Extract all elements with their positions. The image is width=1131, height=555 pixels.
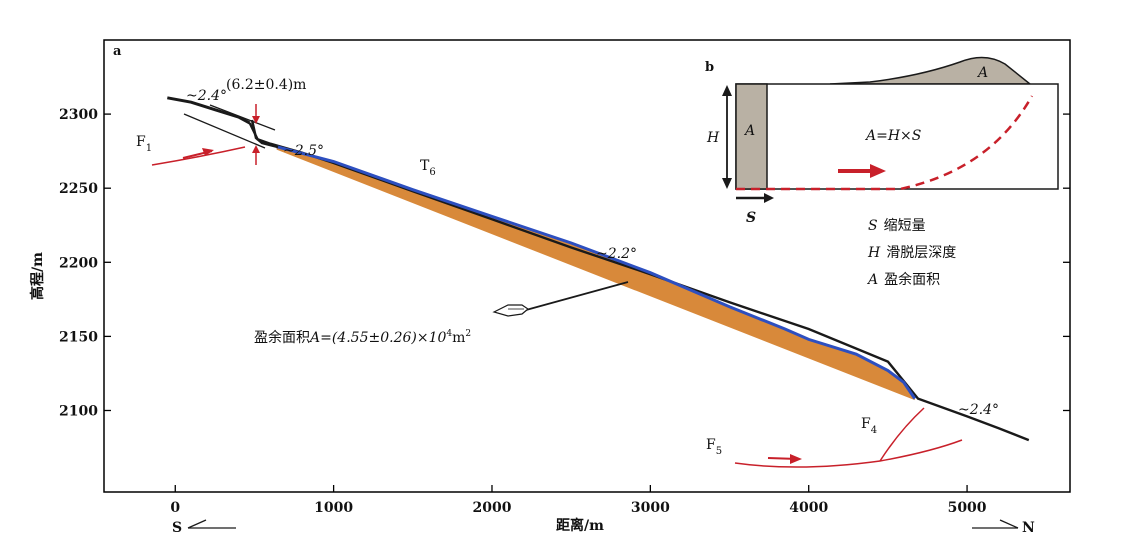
inset-depth-arrowhead-top — [722, 85, 732, 96]
y-tick-label: 2200 — [59, 255, 98, 271]
legend-item: A 盈余面积 — [866, 271, 940, 288]
x-tick-label: 2000 — [472, 500, 511, 516]
y-ticks: 2100 2150 2200 2250 2300 — [59, 107, 1070, 419]
x-tick-label: 0 — [170, 500, 180, 516]
y-tick-label: 2250 — [59, 181, 98, 197]
inset-diagram: A A H S A=H×S S 缩短量 H 滑脱层深度 A 盈余面积 — [706, 56, 1059, 288]
modern-profile-line — [276, 145, 917, 400]
fault-f5-arrowhead — [790, 454, 802, 464]
excess-area-fill — [276, 146, 915, 401]
legend-item: S 缩短量 — [868, 218, 926, 234]
inset-decollement-trace — [736, 95, 1034, 191]
fault-f1-trace — [151, 146, 246, 166]
excess-area-annotation: 盈余面积A=(4.55±0.26)×104m2 — [254, 329, 471, 346]
upper-terrace-line — [167, 96, 251, 125]
arrow-right-icon — [972, 519, 1019, 529]
legend-item: H 滑脱层深度 — [867, 244, 956, 261]
inset-formula: A=H×S — [864, 128, 921, 144]
x-tick-label: 3000 — [631, 500, 670, 516]
inset-shortening-arrowhead — [764, 193, 774, 203]
scarp-arrowhead-bottom — [252, 145, 260, 153]
inset-transport-arrowhead — [870, 164, 886, 178]
scarp-height-label: (6.2±0.4)m — [226, 77, 306, 93]
y-tick-label: 2100 — [59, 403, 98, 419]
inset-s-label: S — [746, 210, 756, 226]
fault-f4-label: F4 — [861, 416, 877, 436]
x-tick-label: 4000 — [789, 500, 828, 516]
x-ticks: 0 1000 2000 3000 4000 5000 — [170, 485, 987, 516]
inset-h-label: H — [706, 130, 720, 146]
x-tick-label: 1000 — [314, 500, 353, 516]
slope-label-3: ~2.2° — [596, 246, 637, 262]
secondary-terrace-trace — [183, 113, 266, 149]
plot-frame — [103, 39, 1071, 493]
direction-s-label: S — [172, 520, 182, 536]
inset-area-block — [735, 83, 768, 190]
secondary-terrace-trace-2 — [209, 104, 276, 131]
slope-label-1: ~2.4° — [186, 88, 227, 104]
slope-label-2: ~2.5° — [283, 143, 324, 159]
fault-f5-label: F5 — [706, 437, 722, 457]
arrow-left-icon — [187, 519, 236, 529]
inset-legend: S 缩短量 H 滑脱层深度 A 盈余面积 — [866, 218, 956, 288]
inset-block-a-label: A — [743, 123, 755, 139]
inset-hill-shape — [829, 56, 1033, 85]
pointer-leader — [525, 281, 629, 311]
y-tick-label: 2150 — [59, 329, 98, 345]
fault-f1-arrowhead — [202, 148, 214, 156]
inset-depth-arrowhead-bottom — [722, 178, 732, 189]
y-tick-label: 2300 — [59, 107, 98, 123]
x-axis-label: 距离/m — [556, 517, 604, 534]
inset-box — [735, 83, 1059, 190]
terrace-t6-label: T6 — [420, 158, 436, 178]
x-tick-label: 5000 — [948, 500, 987, 516]
fault-f1-label: F1 — [136, 134, 152, 154]
panel-a-label: a — [113, 44, 122, 59]
panel-b-label: b — [705, 60, 714, 75]
pointing-hand-icon — [492, 304, 530, 317]
slope-label-4: ~2.4° — [958, 402, 999, 418]
scarp-hinge — [250, 119, 279, 149]
fault-f4-trace — [879, 407, 925, 462]
scarp-arrowhead-top — [252, 116, 260, 124]
fault-f5-trace — [734, 439, 963, 468]
y-axis-label: 高程/m — [29, 252, 46, 300]
direction-n-label: N — [1022, 520, 1035, 536]
inset-hill-a-label: A — [976, 65, 988, 81]
